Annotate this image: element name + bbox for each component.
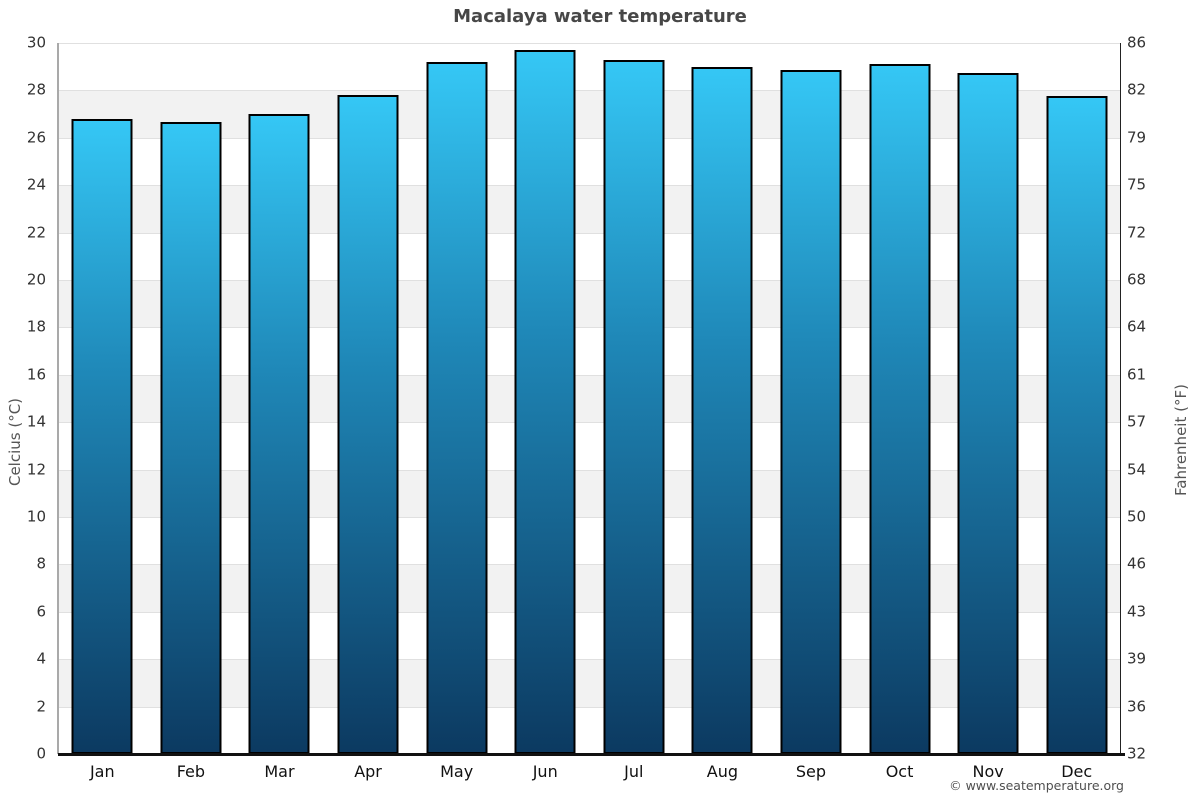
bar-nov	[957, 72, 1019, 754]
celsius-tick-labels: 30 28 26 24 22 20 18 16 14 12 10 8 6 4 2 0	[0, 35, 46, 761]
x-tick-month: Nov	[972, 762, 1004, 781]
bar-aug	[691, 66, 753, 754]
gridline	[58, 232, 1121, 234]
month-labels: Jan Feb Mar Apr May Jun Jul Aug Sep Oct Nov Dec	[58, 762, 1121, 784]
gridline	[58, 422, 1121, 424]
grid-band	[58, 374, 1121, 423]
y-tick-celsius: 16	[26, 365, 46, 384]
y-tick-fahrenheit: 43	[1127, 602, 1147, 621]
gridline	[58, 611, 1121, 613]
bar-oct	[869, 64, 931, 754]
y-tick-celsius: 26	[26, 128, 46, 147]
gridline	[58, 706, 1121, 708]
bar-mar	[248, 114, 310, 754]
x-tick-month: Jan	[89, 762, 115, 781]
y-tick-fahrenheit: 82	[1127, 80, 1147, 99]
y-tick-fahrenheit: 32	[1127, 744, 1147, 763]
y-tick-celsius: 30	[26, 33, 46, 52]
gridline	[58, 564, 1121, 566]
x-tick-month: Dec	[1061, 762, 1093, 781]
gridline	[58, 90, 1121, 92]
bar-feb	[160, 122, 222, 754]
bar-may	[426, 61, 488, 754]
bar-dec	[1046, 96, 1108, 754]
x-tick-month: Apr	[354, 762, 382, 781]
bar-jun	[514, 50, 576, 754]
x-tick-month: Feb	[176, 762, 206, 781]
y-tick-celsius: 4	[36, 649, 46, 668]
y-tick-celsius: 28	[26, 80, 46, 99]
x-axis-line	[58, 753, 1125, 756]
grid-band	[58, 185, 1121, 233]
fahrenheit-tick-labels: 86 82 79 75 72 68 64 61 57 54 50 46 43 39 36 32	[1127, 35, 1183, 761]
chart-title: Macalaya water temperature	[453, 6, 747, 27]
y-tick-celsius: 2	[36, 697, 46, 716]
grid-band	[58, 280, 1121, 328]
y-tick-celsius: 8	[36, 554, 46, 573]
y-tick-celsius: 0	[36, 744, 46, 763]
bar-jan	[71, 118, 133, 754]
y-tick-celsius: 18	[26, 317, 46, 336]
y-tick-celsius: 6	[36, 602, 46, 621]
right-axis-line	[1120, 43, 1121, 754]
y-tick-fahrenheit: 46	[1127, 554, 1147, 573]
gridline	[58, 374, 1121, 376]
grid-band	[58, 90, 1121, 138]
x-tick-month: Jul	[624, 762, 644, 781]
y-tick-fahrenheit: 36	[1127, 697, 1147, 716]
y-tick-fahrenheit: 64	[1127, 317, 1147, 336]
y-tick-fahrenheit: 61	[1127, 365, 1147, 384]
gridline	[58, 43, 1121, 44]
y-tick-fahrenheit: 72	[1127, 223, 1147, 242]
gridline	[58, 280, 1121, 281]
grid-band	[58, 564, 1121, 612]
y-tick-fahrenheit: 57	[1127, 412, 1147, 431]
bar-apr	[337, 95, 399, 754]
gridline	[58, 137, 1121, 139]
y-tick-fahrenheit: 79	[1127, 128, 1147, 147]
gridline	[58, 659, 1121, 661]
y-tick-celsius: 20	[26, 270, 46, 289]
y-tick-celsius: 12	[26, 460, 46, 479]
y-tick-celsius: 24	[26, 175, 46, 194]
grid-band	[58, 469, 1121, 517]
footer-credit: © www.seatemperature.org	[949, 778, 1124, 793]
x-tick-month: Sep	[795, 762, 827, 781]
y-tick-fahrenheit: 86	[1127, 33, 1147, 52]
bar-jul	[603, 59, 665, 754]
gridline	[58, 469, 1121, 471]
x-tick-month: May	[440, 762, 474, 781]
y-tick-fahrenheit: 75	[1127, 175, 1147, 194]
y-tick-fahrenheit: 54	[1127, 460, 1147, 479]
gridline	[58, 517, 1121, 518]
x-tick-month: Oct	[885, 762, 914, 781]
plot-area	[57, 43, 1125, 756]
x-tick-month: Mar	[264, 762, 295, 781]
x-tick-month: Jun	[532, 762, 558, 781]
y-tick-celsius: 22	[26, 223, 46, 242]
y-tick-celsius: 14	[26, 412, 46, 431]
grid-band	[58, 659, 1121, 707]
gridline	[58, 185, 1121, 187]
gridline	[58, 327, 1121, 329]
left-axis-line	[57, 43, 59, 754]
y-tick-celsius: 10	[26, 507, 46, 526]
bar-sep	[780, 70, 842, 754]
x-tick-month: Aug	[706, 762, 738, 781]
y-tick-fahrenheit: 68	[1127, 270, 1147, 289]
y-tick-fahrenheit: 50	[1127, 507, 1147, 526]
y-tick-fahrenheit: 39	[1127, 649, 1147, 668]
